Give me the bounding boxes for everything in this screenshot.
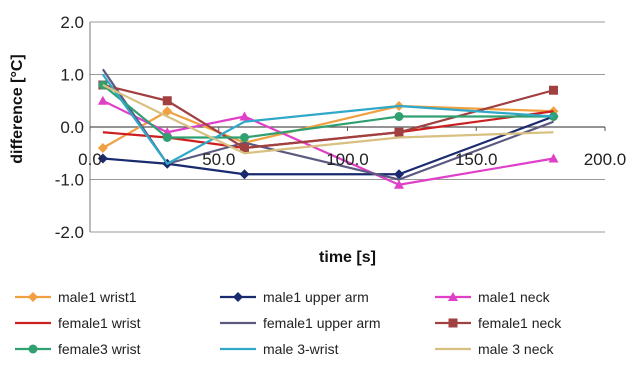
axes [89,22,606,232]
legend-swatch-marker [28,292,38,302]
data-point [239,111,250,121]
x-tick-label: 0.0 [78,150,102,169]
data-point [394,127,404,137]
legend-swatch-marker [28,344,38,354]
legend-item: female1 neck [434,310,624,336]
y-tick-label: 2.0 [60,13,84,32]
y-tick-label: 1.0 [60,66,84,85]
legend-swatch-marker [448,292,458,301]
data-point [239,169,250,180]
y-tick-label: 0.0 [60,118,84,137]
legend-item: female1 wrist [14,310,219,336]
series-male-3-neck [102,84,554,155]
data-point [240,133,249,142]
data-point [97,153,108,164]
data-point [548,153,559,163]
series-line [102,84,554,155]
x-tick-label: 150.0 [455,150,498,169]
legend-swatch [435,347,471,351]
legend-swatch [435,292,471,301]
legend-label: male 3 neck [478,341,554,357]
legend-swatch [15,344,51,354]
data-point [240,143,249,153]
series-male-3-wrist [101,73,554,165]
legend-swatch [220,347,256,351]
legend-swatch [220,292,256,302]
data-point [394,169,404,180]
legend-label: male 3-wrist [263,341,339,357]
y-tick-label: -2.0 [55,223,84,242]
data-point [162,106,173,117]
legend-label: female1 neck [478,315,562,331]
data-point [97,143,108,153]
data-point [549,85,558,95]
x-tick-label: 200.0 [584,150,627,169]
legend-item: male 3 neck [434,336,624,362]
series-female3-wrist [98,80,558,142]
legend-label: male1 wrist1 [58,289,137,305]
legend-label: female3 wrist [58,341,141,357]
data-point [162,133,172,142]
legend-label: female1 upper arm [263,315,381,331]
data-point [394,112,404,121]
x-tick-label: 100.0 [326,150,369,169]
data-point [162,96,172,106]
y-tick-label: -1.0 [55,171,84,190]
legend-label: female1 wrist [58,315,141,331]
legend-item: female3 wrist [14,336,219,362]
legend-swatch-marker [448,318,458,328]
legend-item: male1 neck [434,284,624,310]
legend-item: female1 upper arm [219,310,434,336]
x-axis-title: time [s] [319,249,376,266]
data-point [97,95,108,105]
y-axis-title: difference [°C] [9,54,26,164]
legend-swatch [15,321,51,325]
legend-swatch [15,292,51,302]
series-line [101,73,554,165]
x-tick-label: 50.0 [202,150,235,169]
legend-swatch [220,321,256,325]
legend-swatch-marker [233,292,243,302]
legend: male1 wrist1 male1 upper arm male1 neck fem… [14,284,624,364]
tick-labels: 2.0 1.0 0.0 -1.0 -2.0 0.0 50.0 100.0 150.0 200.0 [55,13,627,242]
chart-plot: 2.01.00.0-1.0-2.00.0 50.0 100.0 150.0 200.0 … [9,13,627,266]
legend-label: male1 neck [478,289,550,305]
series-layer [97,68,559,189]
legend-swatch [435,318,471,328]
legend-label: male1 upper arm [263,289,369,305]
legend-item: male1 upper arm [219,284,434,310]
data-point [394,179,404,189]
legend-item: male1 wrist1 [14,284,219,310]
legend-item: male 3-wrist [219,336,434,362]
